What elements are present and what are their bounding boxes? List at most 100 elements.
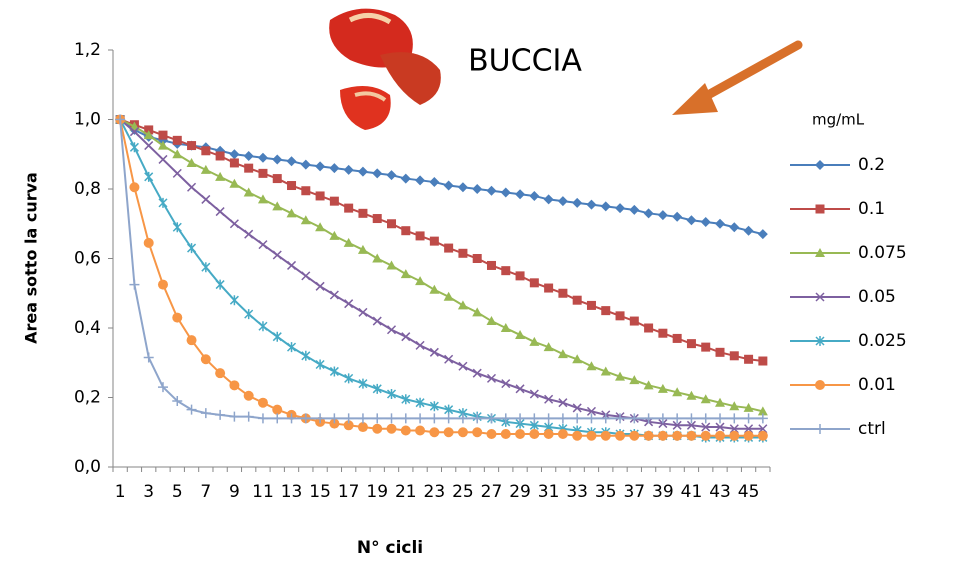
series-line — [120, 120, 763, 436]
data-point — [215, 368, 225, 378]
data-point — [673, 334, 682, 343]
series-line — [120, 120, 763, 412]
data-point — [159, 198, 167, 208]
data-point — [601, 201, 611, 211]
data-point — [244, 187, 254, 196]
data-point — [429, 177, 439, 187]
data-point — [259, 321, 267, 331]
data-point — [658, 329, 667, 338]
data-point — [530, 278, 539, 287]
data-point — [629, 431, 639, 441]
x-tick-label: 37 — [623, 482, 645, 502]
data-point — [615, 203, 625, 213]
x-tick-label: 25 — [452, 482, 474, 502]
data-point — [302, 272, 310, 280]
y-tick-label: 0,4 — [74, 318, 101, 338]
data-point — [373, 317, 381, 325]
x-tick-label: 29 — [509, 482, 531, 502]
legend-label: 0.2 — [858, 155, 885, 175]
data-point — [387, 413, 397, 423]
data-point — [472, 307, 482, 316]
data-point — [644, 208, 654, 218]
x-tick-label: 27 — [481, 482, 503, 502]
data-point — [586, 361, 596, 370]
data-point — [287, 156, 297, 166]
series-line — [120, 120, 763, 235]
data-point — [758, 357, 767, 366]
data-point — [644, 431, 654, 441]
data-point — [287, 208, 297, 217]
data-point — [173, 169, 181, 177]
data-point — [244, 164, 253, 173]
x-tick-label: 5 — [172, 482, 183, 502]
data-point — [401, 413, 411, 423]
data-point — [529, 337, 539, 346]
data-point — [288, 261, 296, 269]
data-point — [701, 217, 711, 227]
data-point — [729, 222, 739, 232]
data-point — [258, 153, 268, 163]
x-tick-label: 21 — [395, 482, 417, 502]
x-tick-label: 23 — [424, 482, 446, 502]
data-point — [458, 427, 468, 437]
data-point — [329, 163, 339, 173]
data-point — [515, 429, 525, 439]
data-point — [415, 426, 425, 436]
data-point — [558, 349, 568, 358]
data-point — [201, 408, 211, 418]
data-point — [202, 195, 210, 203]
x-tick-label: 43 — [709, 482, 731, 502]
data-point — [187, 335, 197, 345]
data-point — [330, 197, 339, 206]
data-point — [287, 181, 296, 190]
data-point — [729, 413, 739, 423]
x-tick-label: 41 — [681, 482, 703, 502]
data-point — [258, 413, 268, 423]
y-tick-label: 0,8 — [74, 179, 101, 199]
data-point — [216, 208, 224, 216]
data-point — [572, 413, 582, 423]
data-point — [344, 165, 354, 175]
data-point — [459, 362, 467, 370]
data-point — [558, 196, 568, 206]
legend-label: 0.05 — [858, 287, 896, 307]
data-point — [601, 431, 611, 441]
data-point — [430, 237, 439, 246]
legend-label: ctrl — [858, 419, 886, 439]
data-point — [316, 282, 324, 290]
data-point — [272, 154, 282, 164]
data-point — [501, 323, 511, 332]
data-point — [358, 413, 368, 423]
data-point — [144, 238, 154, 248]
data-point — [245, 309, 253, 319]
data-point — [158, 280, 168, 290]
data-point — [686, 215, 696, 225]
x-tick-label: 15 — [309, 482, 331, 502]
data-point — [615, 413, 625, 423]
data-point — [245, 230, 253, 238]
data-point — [573, 296, 582, 305]
data-point — [701, 431, 711, 441]
data-point — [672, 212, 682, 222]
data-point — [273, 332, 281, 342]
data-point — [201, 146, 210, 155]
data-point — [429, 285, 439, 294]
data-point — [501, 187, 511, 197]
page: BUCCIA N° cicli Area sotto la curva mg/m… — [0, 0, 961, 565]
data-point — [316, 359, 324, 369]
data-point — [316, 191, 325, 200]
data-point — [130, 142, 138, 152]
data-point — [686, 431, 696, 441]
data-point — [516, 271, 525, 280]
legend-marker — [815, 160, 825, 170]
data-point — [701, 343, 710, 352]
data-point — [187, 405, 197, 415]
x-tick-label: 45 — [738, 482, 760, 502]
data-point — [444, 413, 454, 423]
data-point — [372, 168, 382, 178]
legend-label: 0.01 — [858, 375, 896, 395]
x-tick-label: 31 — [538, 482, 560, 502]
data-point — [758, 229, 768, 239]
y-tick-label: 0,2 — [74, 388, 101, 408]
data-point — [158, 131, 167, 140]
